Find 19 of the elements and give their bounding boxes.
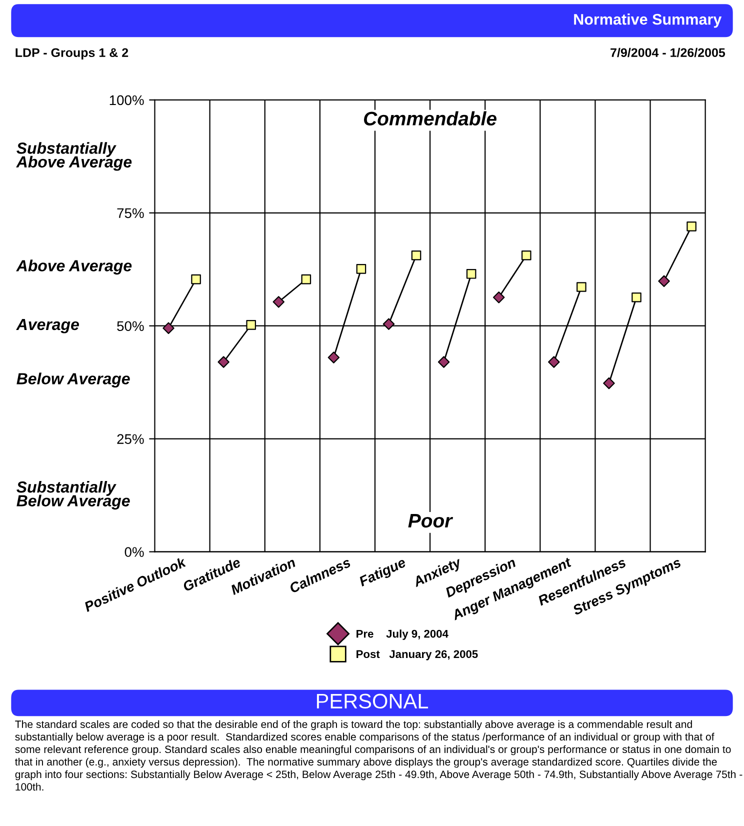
text: The standard scales are coded so that the desirable end of the graph is toward the top: substantially above average is a commendable result and substantially below average is a poor result. Standardized scores enable comparisons of the status /performance of an individual or group with that of some relevant reference group. Standard scales also enable meaningful comparisons of an individual's or group's performance or status in one domain to that in another (e.g., anxiety versus depression). The normative summary above displays the group's average standardized score. Quartiles divide the graph into four sections: Substantially Below Average < 25th, Below Average 25th - 49.9th, Above Average 50th - 74.9th, Substantially Above Average 75th - 100th. [15, 720, 742, 791]
text: Average [16, 319, 79, 334]
legend-label: Post January 26, 2005 [356, 650, 478, 660]
annotation: Commendable [364, 111, 496, 126]
text: PERSONAL [316, 694, 428, 709]
text: 7/9/2004 - 1/26/2005 [610, 48, 726, 58]
chart-subtitle: LDP - Groups 1 & 2 [16, 48, 128, 60]
text: Above Average [16, 260, 132, 275]
chart-title: Normative Summary [574, 14, 722, 28]
y-tick-label: 50% [117, 321, 144, 332]
text: Substantially Above Average [16, 142, 132, 171]
y-tick-label: 75% [117, 208, 144, 218]
y-tick-label: 25% [117, 434, 144, 444]
y-tick-label: 0% [124, 547, 144, 557]
annotation: Poor [408, 514, 454, 528]
text: Below Average [16, 372, 130, 388]
legend-label: Pre July 9, 2004 [356, 630, 448, 640]
y-tick-label: 100% [110, 95, 144, 106]
text: Substantially Below Average [16, 480, 130, 510]
